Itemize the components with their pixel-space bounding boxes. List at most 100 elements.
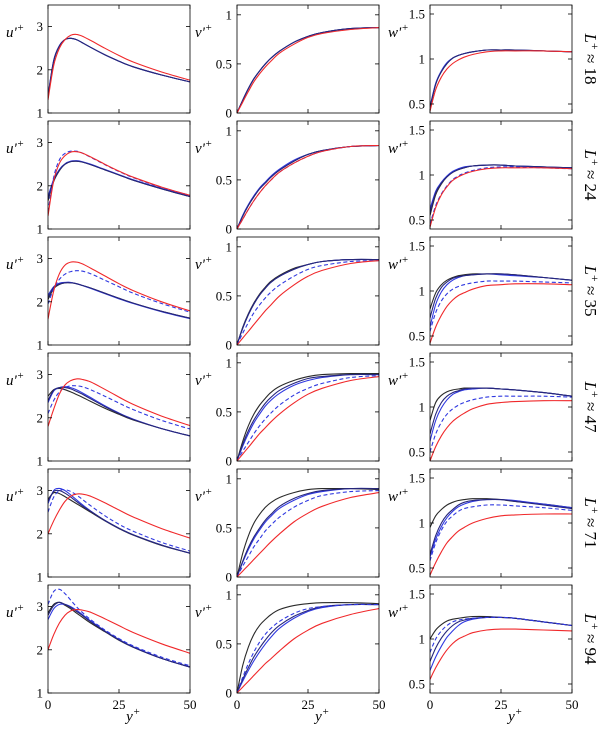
series-line-red (237, 27, 379, 113)
series-line-blue (48, 603, 190, 668)
series-group (430, 273, 572, 344)
series-group (430, 387, 572, 461)
series-line-blue-dashed (430, 395, 572, 453)
panel-r3-c3: 0.5 1 1.5w'+ (388, 236, 573, 346)
panel-r5-c2: 0 0.5 1 v'+ (195, 468, 380, 585)
series-line-black (48, 491, 190, 554)
series-line-navy (48, 601, 190, 668)
series-group (430, 164, 572, 228)
series-line-blue (48, 386, 190, 437)
y-axis-label: w'+ (388, 138, 409, 157)
series-line-blue (430, 616, 572, 671)
series-line-blue (237, 487, 379, 577)
plot-frame (429, 468, 573, 578)
y-axis-label: v'+ (195, 22, 212, 41)
row-4: 1 2 3 u'+ 0 0.5 1 v'+ 0.5 1 1.5w'+ L+ ≈ 47 (6, 352, 598, 469)
x-tick-label: 50 (373, 697, 386, 712)
series-group (48, 378, 190, 437)
series-line-navy (237, 258, 379, 345)
series-line-navy (430, 49, 572, 108)
y-axis-label: v'+ (195, 254, 212, 273)
plot-frame (47, 4, 191, 114)
x-tick-label: 0 (427, 697, 434, 712)
row-5: 1 2 3 u'+ 0 0.5 1 v'+ 0.5 1 1.5w'+ L+ ≈ 71 (6, 468, 598, 585)
panel-r4-c3: 0.5 1 1.5w'+ (388, 352, 573, 462)
plot-frame (47, 236, 191, 346)
series-line-navy (237, 603, 379, 693)
series-line-blue (430, 164, 572, 210)
y-tick-label: 0.5 (216, 404, 232, 419)
row-2: 1 2 3 u'+ 0 0.5 1 v'+ 0.5 1 1.5w'+ L+ ≈ 24 (6, 120, 598, 237)
panel-r5-c3: 0.5 1 1.5w'+ (388, 468, 573, 578)
series-line-red (48, 493, 190, 539)
y-axis-label: v'+ (195, 370, 212, 389)
series-line-blue (237, 258, 379, 345)
x-tick-label: 50 (566, 697, 579, 712)
y-axis-label: w'+ (388, 370, 409, 389)
y-tick-label: 1 (419, 632, 426, 647)
series-line-blue-dashed (48, 150, 190, 212)
series-line-blue-dashed (430, 166, 572, 225)
series-line-blue-dashed (237, 375, 379, 461)
y-tick-label: 3 (37, 251, 44, 266)
series-line-navy (48, 489, 190, 554)
y-tick-label: 1.5 (409, 7, 425, 22)
series-line-navy (48, 37, 190, 97)
series-line-red (430, 167, 572, 228)
panel-r2-c3: 0.5 1 1.5w'+ (388, 120, 573, 230)
y-tick-label: 0.5 (409, 213, 425, 228)
y-tick-label: 2 (37, 526, 44, 541)
series-line-blue (237, 144, 379, 229)
plot-frame (236, 236, 380, 346)
panel-r1-c3: 0.5 1 1.5w'+ (388, 4, 573, 114)
row-label: L+ ≈ 18 (581, 32, 598, 84)
panel-r6-c3: 0.5 1 1.5w'+ 0 25 50 y+ (388, 584, 579, 725)
x-tick-label: 50 (184, 697, 197, 712)
plot-frame (429, 584, 573, 694)
y-tick-label: 0.5 (216, 56, 232, 71)
series-line-blue-dashed (48, 385, 190, 430)
panel-r3-c1: 1 2 3 u'+ (6, 236, 191, 353)
series-line-red (237, 260, 379, 345)
y-axis-label: u'+ (6, 254, 24, 273)
x-tick-label: 25 (113, 697, 126, 712)
series-line-blue (237, 27, 379, 113)
row-1: 1 2 3 u'+ 0 0.5 1 v'+ 0.5 1 1.5w'+ L+ ≈ 18 (6, 4, 598, 121)
y-tick-label: 3 (37, 367, 44, 382)
y-tick-label: 2 (37, 62, 44, 77)
y-axis-label: v'+ (195, 602, 212, 621)
series-line-red (48, 378, 190, 427)
series-group (48, 33, 190, 101)
y-tick-label: 1.5 (409, 355, 425, 370)
y-tick-label: 0 (226, 222, 233, 237)
y-axis-label: w'+ (388, 602, 409, 621)
y-tick-label: 0 (226, 570, 233, 585)
series-line-red (48, 151, 190, 217)
y-tick-label: 0.5 (216, 520, 232, 535)
series-line-red (430, 50, 572, 112)
series-line-red (430, 400, 572, 461)
y-tick-label: 1.5 (409, 123, 425, 138)
y-tick-label: 2 (37, 642, 44, 657)
row-label: L+ ≈ 47 (581, 380, 598, 433)
series-group (237, 27, 379, 113)
y-tick-label: 1 (419, 168, 426, 183)
plot-frame (236, 120, 380, 230)
series-group (48, 150, 190, 217)
plot-frame (429, 236, 573, 346)
panel-r1-c1: 1 2 3 u'+ (6, 4, 191, 121)
series-group (48, 487, 190, 554)
x-tick-label: 0 (45, 697, 52, 712)
y-tick-label: 1 (226, 471, 233, 486)
series-line-red (237, 492, 379, 577)
y-axis-label: w'+ (388, 254, 409, 273)
y-tick-label: 0.5 (409, 329, 425, 344)
y-tick-label: 1 (226, 123, 233, 138)
series-line-blue (48, 37, 190, 96)
x-axis-label: y+ (506, 706, 522, 725)
series-line-red (430, 283, 572, 344)
y-tick-label: 0 (226, 686, 233, 701)
y-tick-label: 3 (37, 599, 44, 614)
plot-frame (429, 120, 573, 230)
y-tick-label: 1 (419, 400, 426, 415)
